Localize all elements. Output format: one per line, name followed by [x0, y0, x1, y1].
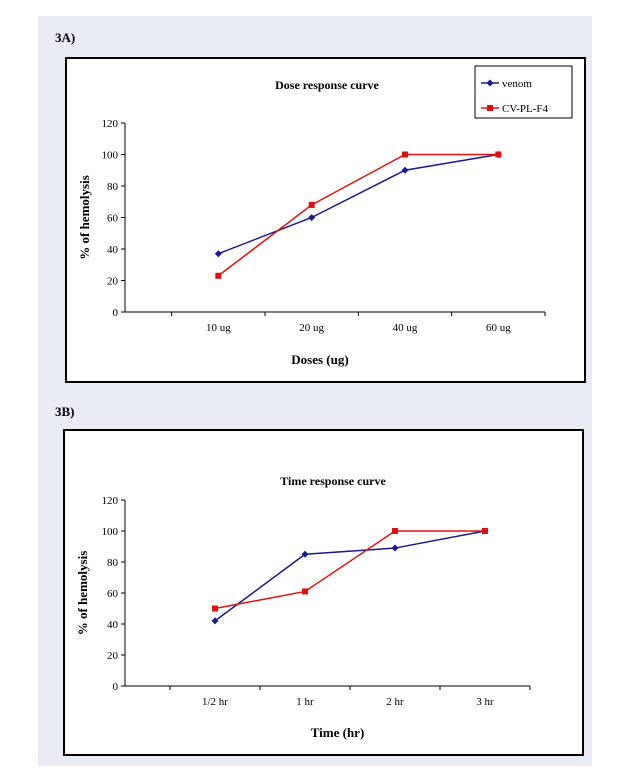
chart-b-data-point: [212, 605, 218, 612]
chart-a-frame: Dose response curve 0 20 40 60 80 100 120 10 ug 2…: [65, 57, 586, 383]
chart-b-y-tick-label: 40: [107, 619, 119, 631]
chart-a-x-tick-label: 60 ug: [486, 322, 511, 334]
chart-b-x-axis-label: Time (hr): [311, 725, 365, 740]
chart-a-legend-label: CV-PL-F4: [502, 103, 549, 115]
chart-a-x-tick-label: 40 ug: [393, 322, 418, 334]
chart-a-data-point: [308, 214, 316, 221]
chart-b-x-tick-label: 3 hr: [476, 696, 494, 708]
chart-a-data-point: [308, 201, 315, 208]
chart-b-frame: Time response curve 0 20 40 60 80 100 120 1/2 hr…: [63, 429, 584, 756]
chart-b-data-point: [392, 528, 398, 534]
figure-label-3a: 3A): [55, 30, 76, 45]
chart-a-series-line-2: [217, 153, 499, 277]
chart-b-x-tick-label: 1 hr: [296, 696, 314, 708]
chart-a-y-axis-label: % of hemolysis: [77, 175, 92, 260]
chart-b-title: Time response curve: [280, 474, 386, 488]
chart-a-data-point: [215, 272, 222, 279]
chart-a-data-point: [214, 250, 222, 258]
chart-a-x-tick-label: 10 ug: [206, 322, 231, 334]
dose-response-chart: Dose response curve 0 20 40 60 80 100 120 10 ug 2…: [77, 65, 573, 367]
chart-b-y-tick-label: 60: [107, 588, 119, 600]
chart-a-title: Dose response curve: [275, 78, 379, 92]
chart-b-data-point: [211, 617, 219, 625]
chart-b-data-point: [482, 528, 488, 534]
chart-a-data-point: [401, 166, 409, 174]
chart-a-data-point: [495, 151, 502, 158]
chart-a-legend-marker: [486, 79, 494, 87]
chart-a-data-point: [402, 151, 408, 158]
chart-b-y-tick-label: 80: [107, 557, 119, 569]
chart-a-y-tick-label: 120: [102, 118, 119, 130]
chart-a-series-line-1: [218, 153, 499, 255]
chart-a-legend-marker: [487, 105, 493, 111]
chart-a-y-tick-label: 40: [107, 244, 119, 256]
chart-b-series-line-1: [214, 530, 486, 622]
chart-b-data-point: [302, 588, 308, 595]
time-response-chart: Time response curve 0 20 40 60 80 100 120 1/2 hr…: [75, 474, 531, 740]
chart-a-y-tick-label: 60: [107, 213, 119, 225]
chart-b-series-line-2: [214, 530, 485, 610]
chart-b-data-point: [391, 544, 399, 552]
chart-b-y-tick-label: 0: [113, 681, 119, 693]
chart-a-y-tick-label: 0: [113, 307, 119, 319]
chart-a-y-tick-label: 20: [107, 276, 119, 288]
chart-a-x-tick-label: 20 ug: [299, 322, 324, 334]
chart-a-x-axis-label: Doses (ug): [291, 352, 348, 367]
chart-b-y-tick-label: 20: [107, 650, 119, 662]
chart-b-y-tick-label: 120: [102, 495, 119, 507]
chart-a-y-tick-label: 100: [102, 150, 119, 162]
chart-b-x-tick-label: 2 hr: [386, 696, 404, 708]
chart-a-y-tick-label: 80: [107, 181, 119, 193]
chart-b-data-point: [301, 550, 309, 558]
figure-label-3b: 3B): [55, 404, 75, 419]
chart-a-legend-label: venom: [502, 78, 532, 90]
chart-b-y-tick-label: 100: [102, 526, 119, 538]
chart-b-y-axis-label: % of hemolysis: [75, 551, 90, 636]
chart-b-x-tick-label: 1/2 hr: [202, 696, 228, 708]
